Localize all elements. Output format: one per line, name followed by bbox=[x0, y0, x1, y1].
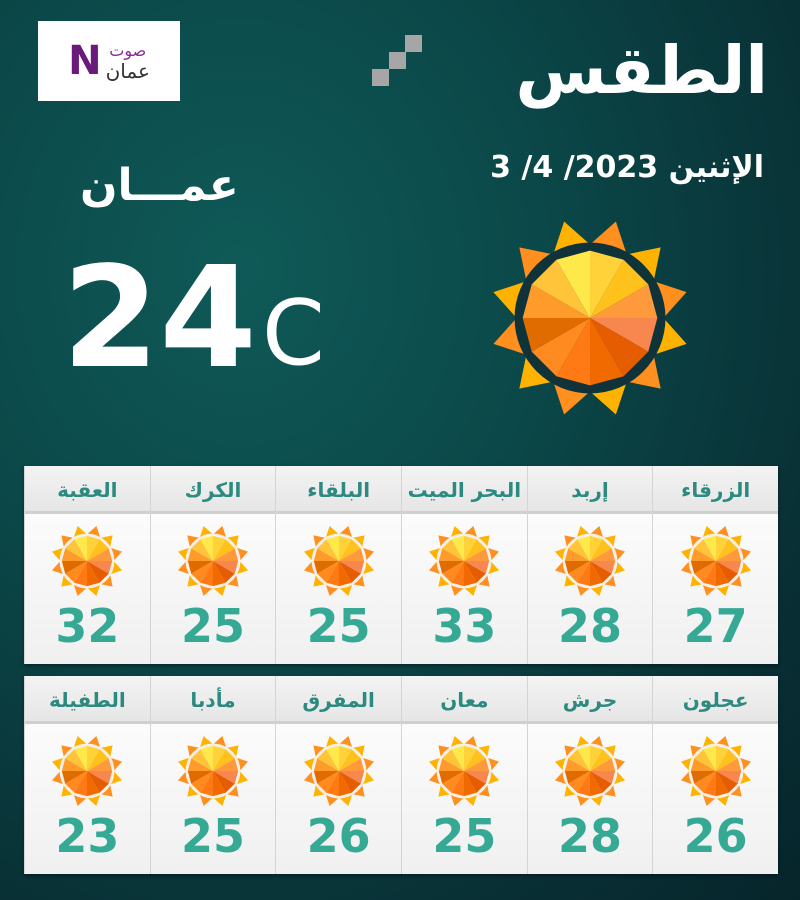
city-row: الزرقاء 27 إربد 28 البحر الميت 33 البلقا… bbox=[24, 466, 778, 664]
city-name: إربد bbox=[527, 466, 653, 514]
logo-line2: عمان bbox=[105, 59, 150, 83]
city-name: المفرق bbox=[276, 676, 402, 724]
city-card: معان 25 bbox=[401, 676, 527, 874]
city-temperature: 28 bbox=[558, 599, 623, 653]
city-name: البحر الميت bbox=[402, 466, 527, 514]
sunny-icon bbox=[429, 525, 500, 597]
date: الإثنين 2023/ 4/ 3 bbox=[490, 150, 764, 185]
sunny-icon bbox=[554, 525, 626, 597]
city-temperature: 23 bbox=[55, 809, 120, 863]
city-card: العقبة 32 bbox=[24, 466, 150, 664]
sunny-icon bbox=[52, 525, 123, 597]
page-title: الطقس bbox=[515, 32, 769, 109]
sunny-icon bbox=[303, 735, 374, 807]
city-name: مأدبا bbox=[150, 676, 276, 724]
city-name: الكرك bbox=[150, 466, 276, 514]
sunny-icon bbox=[680, 735, 751, 807]
city-row: عجلون 26 جرش 28 معان 25 المفرق 26 مأدبا … bbox=[24, 676, 778, 874]
logo: N صوت عمان bbox=[38, 21, 180, 101]
city-card: عجلون 26 bbox=[652, 676, 778, 874]
sunny-icon bbox=[680, 525, 751, 597]
city-temperature: 25 bbox=[181, 809, 246, 863]
sunny-icon bbox=[303, 525, 374, 597]
city-name: البلقاء bbox=[276, 466, 402, 514]
city-temperature: 25 bbox=[181, 599, 246, 653]
temperature-unit: C bbox=[262, 281, 325, 386]
city-card: جرش 28 bbox=[526, 676, 653, 874]
decor-square bbox=[389, 52, 406, 69]
logo-line1: صوت bbox=[109, 41, 147, 60]
city-name: عجلون bbox=[653, 676, 778, 724]
current-city: عمـــان bbox=[80, 160, 239, 211]
city-card: الطفيلة 23 bbox=[24, 676, 150, 874]
decor-square bbox=[405, 35, 422, 52]
city-temperature: 32 bbox=[55, 599, 120, 653]
city-card: الزرقاء 27 bbox=[652, 466, 778, 664]
city-card: المفرق 26 bbox=[275, 676, 402, 874]
city-name: الطفيلة bbox=[25, 676, 150, 724]
city-card: البحر الميت 33 bbox=[401, 466, 527, 664]
sunny-icon bbox=[177, 525, 249, 597]
sunny-icon bbox=[429, 735, 500, 807]
city-temperature: 25 bbox=[306, 599, 371, 653]
logo-mark: N bbox=[68, 38, 102, 84]
city-name: جرش bbox=[527, 676, 653, 724]
sunny-icon bbox=[177, 735, 249, 807]
city-card: البلقاء 25 bbox=[275, 466, 402, 664]
city-temperature: 25 bbox=[432, 809, 497, 863]
city-card: إربد 28 bbox=[526, 466, 653, 664]
sunny-icon bbox=[493, 221, 687, 415]
city-temperature: 33 bbox=[432, 599, 497, 653]
city-name: الزرقاء bbox=[653, 466, 778, 514]
city-temperature: 26 bbox=[683, 809, 748, 863]
sunny-icon bbox=[554, 735, 626, 807]
city-temperature: 26 bbox=[306, 809, 371, 863]
city-name: معان bbox=[402, 676, 527, 724]
city-card: الكرك 25 bbox=[149, 466, 276, 664]
city-name: العقبة bbox=[25, 466, 150, 514]
decor-square bbox=[372, 69, 389, 86]
city-card: مأدبا 25 bbox=[149, 676, 276, 874]
city-temperature: 27 bbox=[683, 599, 748, 653]
city-temperature: 28 bbox=[558, 809, 623, 863]
sunny-icon bbox=[52, 735, 123, 807]
current-temperature: 24 bbox=[62, 237, 257, 400]
